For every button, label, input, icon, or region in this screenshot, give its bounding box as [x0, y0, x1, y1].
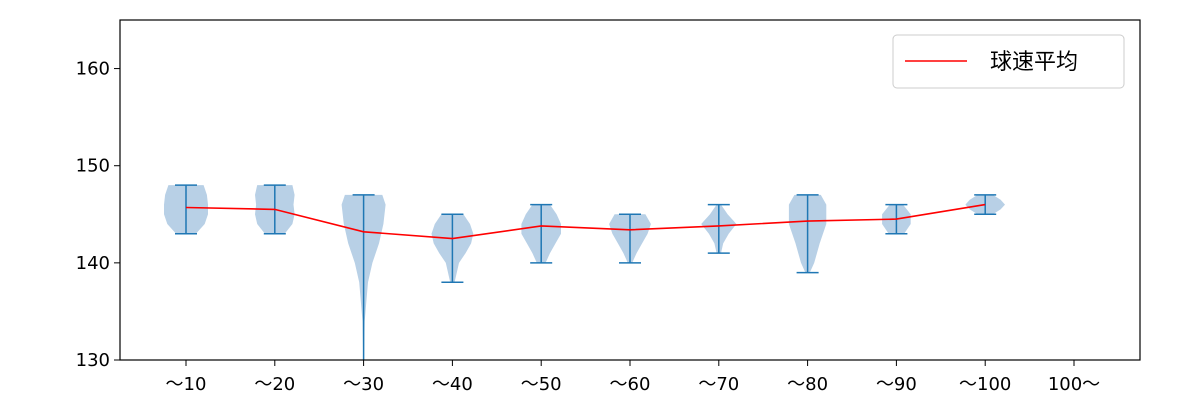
- y-axis: 130 140 150 160: [76, 59, 120, 371]
- plot-frame: [119, 19, 1141, 361]
- x-tick-label-3: ～40: [432, 374, 473, 395]
- x-tick-label-8: ～90: [876, 374, 917, 395]
- x-tick-label-7: ～80: [787, 374, 828, 395]
- x-tick-label-5: ～60: [610, 374, 651, 395]
- legend-label: 球速平均: [990, 50, 1078, 75]
- x-tick-label-1: ～20: [254, 374, 295, 395]
- x-tick-label-2: ～30: [343, 374, 384, 395]
- x-tick-label-10: 100～: [1048, 374, 1100, 395]
- x-tick-label-4: ～50: [521, 374, 562, 395]
- x-tick-label-6: ～70: [698, 374, 739, 395]
- mean-line-group: [185, 203, 986, 240]
- x-axis: ～10 ～20 ～30 ～40 ～50 ～60 ～70 ～80 ～90 ～100 100～: [166, 360, 1100, 395]
- y-tick-label-2: 150: [76, 156, 110, 177]
- mean-line: [185, 203, 986, 240]
- x-tick-label-9: ～100: [959, 374, 1011, 395]
- y-tick-label-0: 130: [76, 350, 110, 371]
- legend-box: [892, 34, 1125, 89]
- legend: 球速平均: [892, 34, 1125, 89]
- y-tick-label-3: 160: [76, 59, 110, 80]
- x-tick-label-0: ～10: [166, 374, 207, 395]
- y-tick-label-1: 140: [76, 253, 110, 274]
